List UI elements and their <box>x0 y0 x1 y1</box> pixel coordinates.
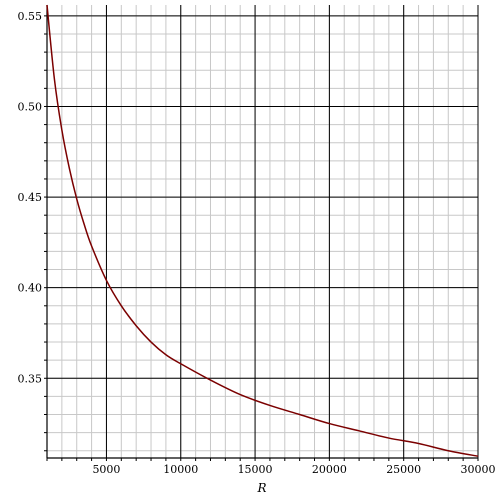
series-line <box>46 4 479 457</box>
x-axis-title: R <box>256 481 266 495</box>
x-tick-label: 15000 <box>238 463 273 476</box>
y-tick-label: 0.45 <box>18 191 43 204</box>
x-tick-label: 5000 <box>92 463 120 476</box>
x-tick-label: 25000 <box>386 463 421 476</box>
major-grid <box>47 5 479 458</box>
y-tick-labels: 0.35 0.40 0.45 0.50 0.55 <box>18 10 43 385</box>
x-tick-labels: 5000 10000 15000 20000 25000 30000 <box>92 463 495 476</box>
y-tick-label: 0.50 <box>18 100 43 113</box>
y-tick-label: 0.35 <box>18 372 43 385</box>
y-tick-label: 0.55 <box>18 10 43 23</box>
plot-background <box>47 5 478 458</box>
x-tick-label: 10000 <box>163 463 198 476</box>
y-tick-label: 0.40 <box>18 282 43 295</box>
x-tick-label: 30000 <box>461 463 496 476</box>
x-tick-label: 20000 <box>312 463 347 476</box>
axes <box>44 5 479 461</box>
